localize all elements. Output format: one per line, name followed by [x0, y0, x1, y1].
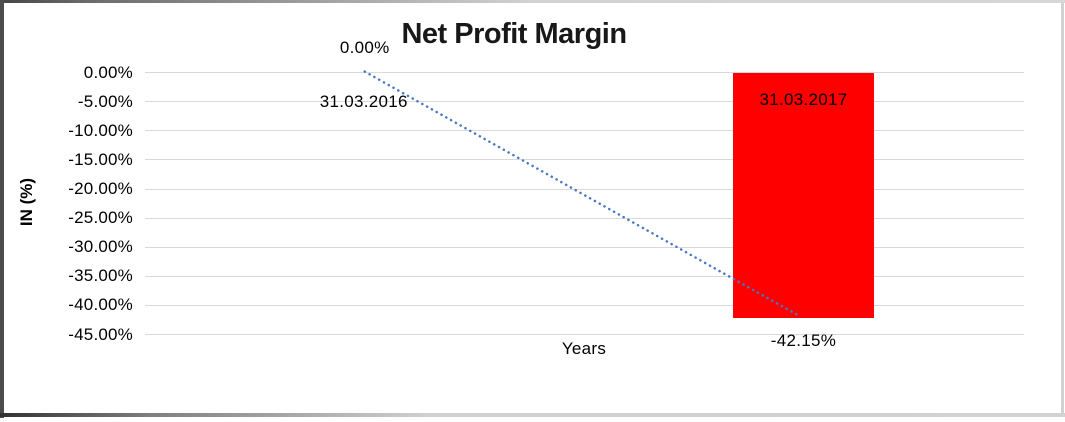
gridline	[145, 217, 1024, 219]
y-tick-label: -30.00%	[68, 237, 133, 257]
gridline	[145, 334, 1024, 336]
category-label-2016: 31.03.2016	[319, 91, 408, 111]
category-label-2017: 31.03.2017	[759, 89, 848, 109]
y-tick-label: -45.00%	[68, 324, 133, 344]
gridline	[145, 130, 1024, 132]
gridline	[145, 72, 1024, 74]
y-tick-label: 0.00%	[83, 62, 133, 82]
y-tick-label: -20.00%	[68, 179, 133, 199]
gridline	[145, 159, 1024, 161]
gridline	[145, 188, 1024, 190]
y-tick-label: -10.00%	[68, 120, 133, 140]
frame-border-top	[0, 0, 1065, 3]
gridline	[145, 304, 1024, 306]
data-label-2017-value: -42.15%	[770, 331, 837, 350]
y-tick-label: -25.00%	[68, 208, 133, 228]
y-tick-label: -15.00%	[68, 149, 133, 169]
gridline	[145, 101, 1024, 103]
gridline	[145, 275, 1024, 277]
chart-title: Net Profit Margin	[401, 18, 627, 50]
frame-border-left	[0, 0, 4, 418]
frame-border-right	[1061, 3, 1064, 417]
data-label-2016-value: 0.00%	[339, 37, 390, 57]
y-tick-label: -40.00%	[68, 295, 133, 315]
frame-border-bottom	[0, 413, 1065, 417]
x-axis-title: Years	[561, 339, 607, 358]
y-tick-label: -35.00%	[68, 266, 133, 286]
y-tick-label: -5.00%	[77, 91, 133, 111]
gridline	[145, 246, 1024, 248]
